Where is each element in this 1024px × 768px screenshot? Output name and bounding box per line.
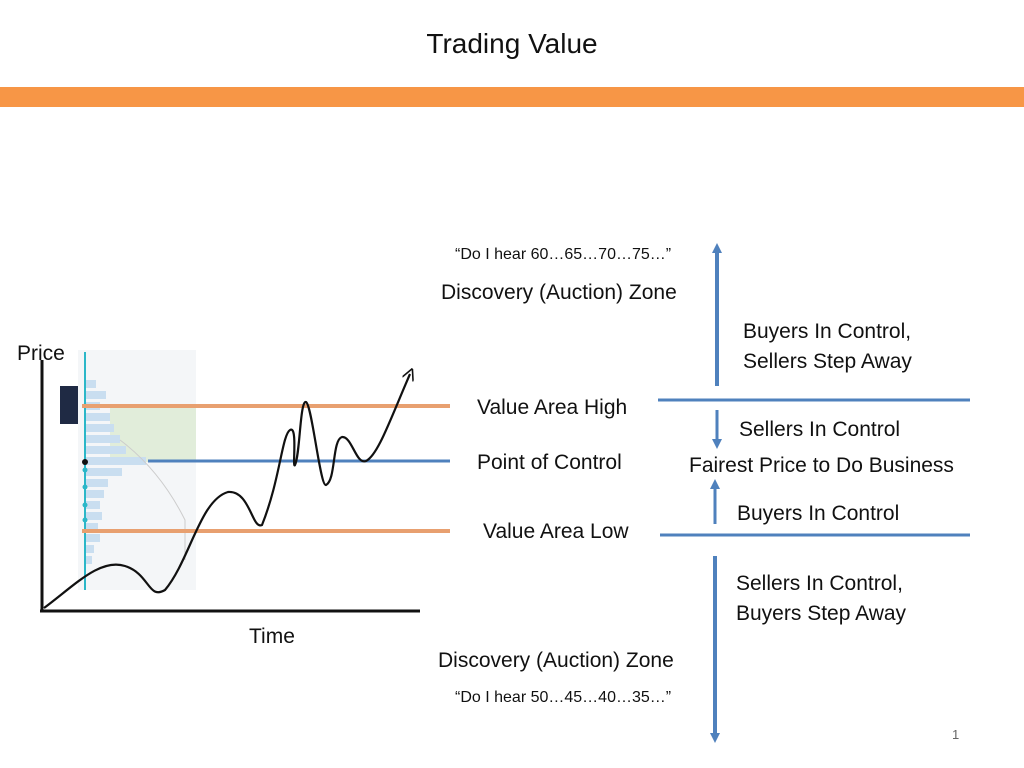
profile-badge: [60, 386, 78, 424]
sellers-in-control-label: Sellers In Control: [739, 418, 901, 441]
price-axis-label: Price: [17, 342, 65, 365]
buyers-in-control-line: Buyers In Control,: [743, 320, 912, 343]
lower-auction-quote: “Do I hear 50…45…40…35…”: [455, 689, 672, 706]
upper-discovery-zone-label: Discovery (Auction) Zone: [441, 281, 677, 304]
slide-title: Trading Value: [426, 28, 598, 59]
time-axis-label: Time: [249, 625, 295, 648]
point-of-control-label: Point of Control: [477, 451, 622, 474]
buyers-in-control-label: Buyers In Control: [737, 502, 900, 525]
buyers-step-away-line: Buyers Step Away: [736, 602, 907, 625]
sellers-step-away-line: Sellers Step Away: [743, 350, 912, 373]
price-path: [43, 374, 410, 609]
page-number: 1: [952, 727, 960, 742]
value-area-high-label: Value Area High: [477, 396, 628, 419]
buyers-control-upper-text: Buyers In Control, Sellers Step Away: [743, 317, 912, 377]
value-area-low-label: Value Area Low: [483, 520, 629, 543]
upper-auction-quote: “Do I hear 60…65…70…75…”: [455, 246, 672, 263]
lower-discovery-zone-label: Discovery (Auction) Zone: [438, 649, 674, 672]
fairest-price-label: Fairest Price to Do Business: [689, 454, 954, 477]
market-profile-thumbnail: [60, 350, 196, 590]
sellers-in-control-line: Sellers In Control,: [736, 572, 903, 595]
sellers-control-lower-text: Sellers In Control, Buyers Step Away: [736, 569, 906, 629]
header-band: [0, 87, 1024, 107]
